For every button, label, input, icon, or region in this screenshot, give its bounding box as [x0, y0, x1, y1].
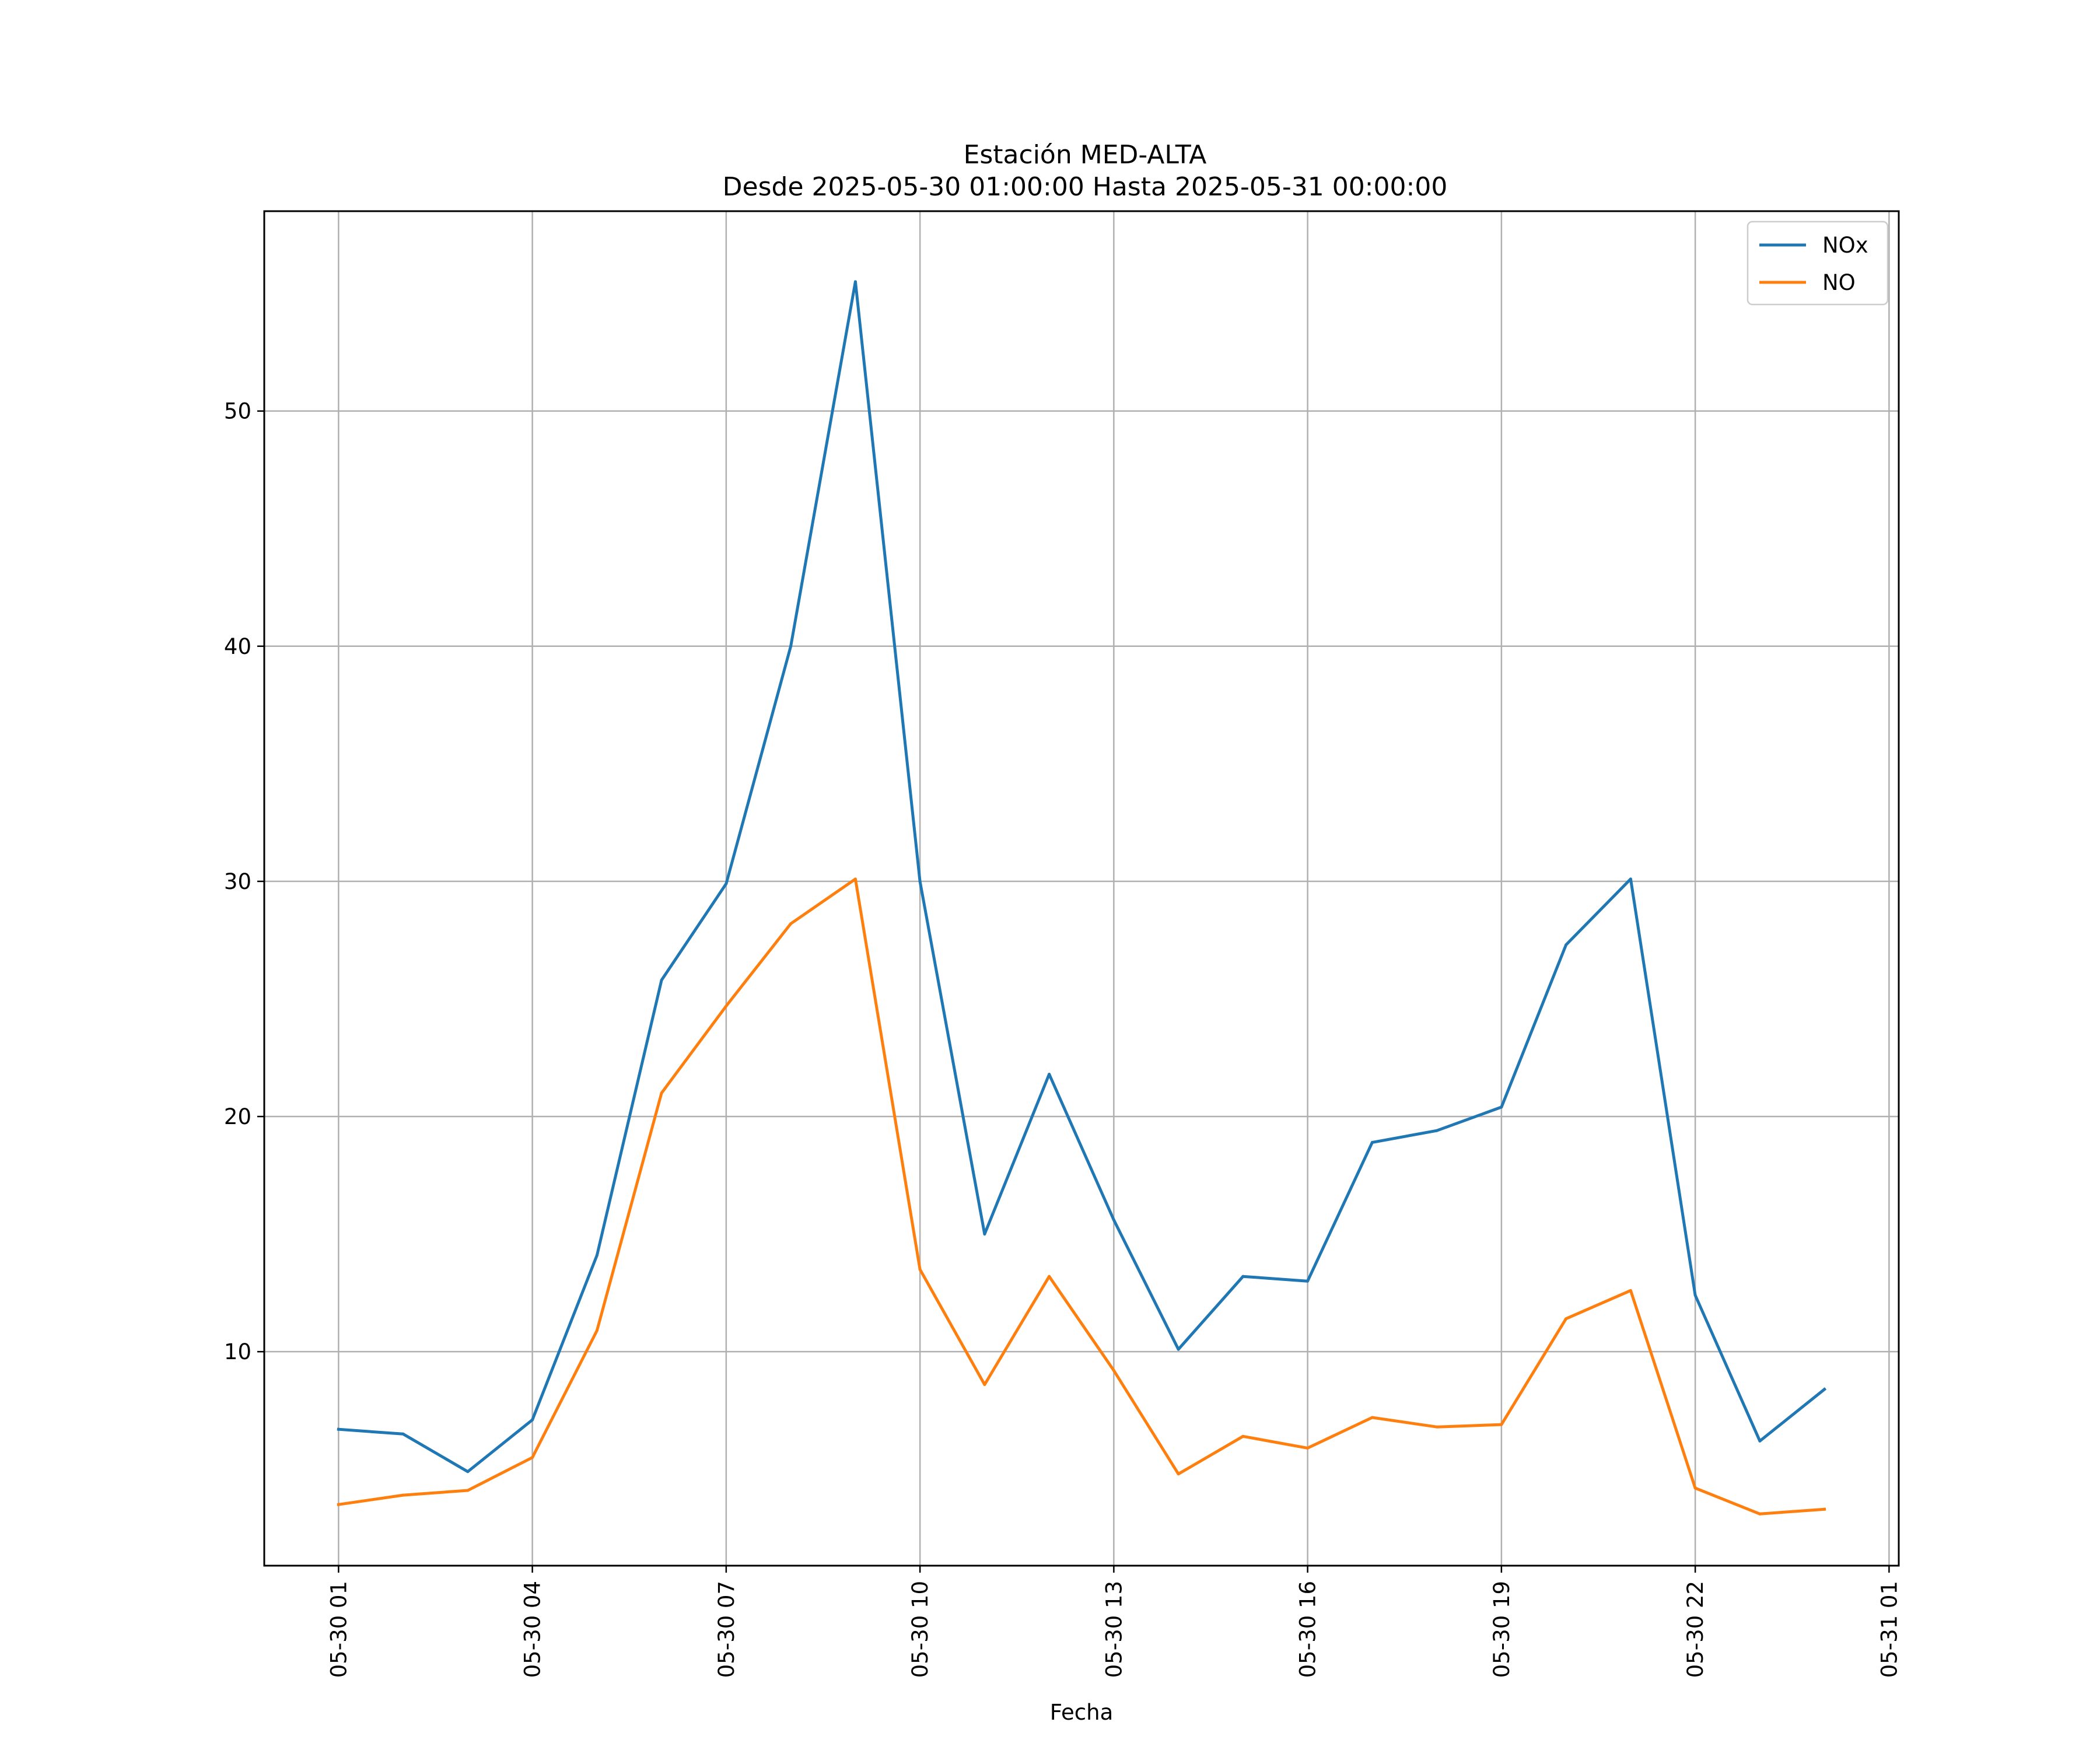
y-tick-label: 40: [224, 634, 251, 659]
x-tick-label: 05-30 13: [1101, 1581, 1126, 1678]
x-tick-label: 05-30 22: [1683, 1581, 1708, 1678]
data-point: [1758, 1439, 1762, 1443]
x-tick-label: 05-30 19: [1489, 1581, 1514, 1678]
data-point: [983, 1233, 986, 1236]
data-point: [660, 978, 663, 982]
data-point: [724, 882, 728, 886]
data-point: [337, 1503, 340, 1506]
legend-label: NOx: [1822, 233, 1868, 258]
data-point: [1370, 1416, 1374, 1419]
series-layer: [337, 280, 1827, 1516]
data-point: [1112, 1368, 1115, 1372]
data-point: [466, 1470, 470, 1474]
data-point: [1241, 1434, 1245, 1438]
chart-title: Estación MED-ALTA: [964, 140, 1207, 170]
data-point: [1112, 1218, 1115, 1222]
data-point: [466, 1489, 470, 1492]
chart-subtitle: Desde 2025-05-30 01:00:00 Hasta 2025-05-…: [723, 172, 1448, 202]
x-tick-label: 05-30 04: [520, 1581, 545, 1678]
series-nox: [337, 280, 1827, 1474]
data-point: [1823, 1388, 1826, 1391]
y-tick-label: 50: [224, 399, 251, 424]
x-tick-label: 05-31 01: [1877, 1581, 1902, 1678]
data-point: [531, 1418, 534, 1422]
data-point: [1629, 877, 1632, 881]
data-point: [1435, 1129, 1438, 1132]
data-point: [789, 645, 793, 648]
y-tick-label: 20: [224, 1104, 251, 1129]
data-point: [1241, 1275, 1245, 1278]
x-ticks: 05-30 01 05-30 04 05-30 07 05-30 10 05-30 13…: [326, 1566, 1902, 1678]
x-axis-label: Fecha: [1050, 1700, 1114, 1725]
y-tick-label: 30: [224, 869, 251, 894]
legend-label: NO: [1822, 270, 1856, 295]
series-line-no: [337, 877, 1826, 1516]
data-point: [1500, 1423, 1503, 1426]
data-point: [1823, 1507, 1826, 1511]
data-point: [983, 1383, 986, 1387]
data-point: [789, 922, 793, 925]
series-no: [337, 877, 1826, 1516]
data-point: [1564, 1317, 1568, 1321]
data-point: [660, 1091, 663, 1095]
plot-frame: [263, 210, 1900, 1567]
data-point: [1177, 1472, 1180, 1476]
x-tick-label: 05-30 01: [326, 1581, 351, 1678]
y-ticks: 10 20 30 40 50: [224, 399, 264, 1364]
y-tick-label: 10: [224, 1339, 251, 1364]
x-tick-label: 05-30 16: [1296, 1581, 1321, 1678]
data-point: [853, 877, 857, 881]
data-point: [401, 1493, 405, 1497]
data-point: [1370, 1140, 1374, 1144]
x-tick-label: 05-30 10: [908, 1581, 933, 1678]
data-point: [1306, 1446, 1310, 1450]
data-point: [1564, 943, 1568, 947]
data-point: [1629, 1289, 1632, 1292]
data-point: [1048, 1275, 1051, 1278]
data-point: [1758, 1512, 1762, 1516]
data-point: [1048, 1072, 1051, 1076]
series-line-nox: [337, 280, 1827, 1474]
data-point: [595, 1254, 598, 1257]
data-point: [1306, 1279, 1310, 1283]
data-point: [531, 1456, 534, 1460]
data-point: [918, 880, 922, 883]
data-point: [1693, 1486, 1697, 1490]
data-point: [1435, 1425, 1438, 1429]
data-point: [1177, 1348, 1180, 1351]
data-point: [1500, 1105, 1503, 1109]
data-point: [853, 280, 857, 284]
grid: [264, 211, 1899, 1566]
x-tick-label: 05-30 07: [714, 1581, 739, 1678]
data-point: [401, 1432, 405, 1436]
legend: NOx NO: [1746, 220, 1889, 306]
data-point: [724, 1005, 728, 1008]
data-point: [337, 1427, 340, 1431]
data-point: [1693, 1293, 1697, 1297]
data-point: [918, 1268, 922, 1271]
data-point: [595, 1329, 598, 1332]
